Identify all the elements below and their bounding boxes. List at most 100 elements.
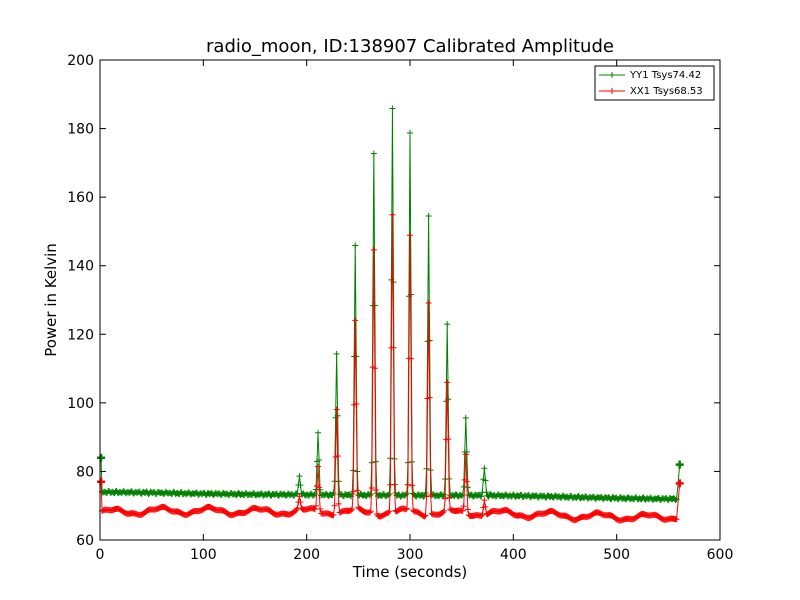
data-point — [316, 456, 323, 463]
data-point — [462, 414, 469, 421]
data-point — [310, 492, 317, 499]
data-point — [478, 493, 485, 500]
data-point — [368, 484, 375, 491]
data-point — [463, 448, 470, 455]
legend-label-yy1: YY1 Tsys74.42 — [629, 70, 701, 81]
data-point — [311, 506, 318, 513]
end-point-marker — [675, 460, 684, 469]
data-point — [330, 490, 337, 497]
data-point — [354, 487, 361, 494]
data-point — [673, 516, 680, 523]
data-point — [353, 401, 360, 408]
data-point — [389, 211, 396, 218]
data-point — [445, 396, 452, 403]
y-tick-label: 200 — [67, 53, 94, 69]
data-point — [352, 242, 359, 249]
data-point — [335, 500, 342, 507]
data-point — [297, 498, 304, 505]
y-tick-label: 60 — [76, 533, 94, 549]
data-point — [459, 507, 466, 514]
end-point-marker — [675, 479, 684, 488]
legend: YY1 Tsys74.42 XX1 Tsys68.53 — [594, 65, 715, 101]
y-axis-label: Power in Kelvin — [42, 243, 60, 357]
data-point — [350, 488, 357, 495]
data-point — [423, 493, 430, 500]
legend-marker — [609, 88, 615, 94]
data-point — [296, 473, 303, 480]
data-point — [440, 509, 447, 516]
data-point — [408, 355, 415, 362]
data-point — [425, 300, 432, 307]
x-tick-label: 600 — [707, 547, 734, 563]
plot-area: 0 100 200 300 400 500 600 60 80 100 120 140 160 180 20… — [67, 53, 733, 563]
data-point — [371, 365, 378, 372]
x-tick-label: 100 — [190, 547, 217, 563]
y-tick-label: 140 — [67, 259, 94, 275]
legend-marker — [609, 72, 615, 78]
data-point — [331, 502, 338, 509]
data-point — [481, 497, 488, 504]
data-point — [427, 491, 434, 498]
chart-title: radio_moon, ID:138907 Calibrated Amplitu… — [206, 36, 614, 57]
legend-label-xx1: XX1 Tsys68.53 — [630, 86, 703, 97]
data-point — [404, 481, 411, 488]
series-layer — [97, 105, 684, 524]
x-tick-label: 0 — [96, 547, 105, 563]
y-tick-label: 120 — [67, 327, 94, 343]
y-tick-label: 100 — [67, 396, 94, 412]
data-point — [426, 337, 433, 344]
data-point — [482, 477, 489, 484]
data-point — [444, 379, 451, 386]
data-point — [402, 506, 409, 513]
data-point — [479, 511, 486, 518]
data-point — [422, 512, 429, 519]
y-tick-label: 80 — [76, 464, 94, 480]
x-axis-label: Time (seconds) — [352, 563, 468, 581]
data-point — [334, 453, 341, 460]
data-point — [407, 130, 413, 137]
data-point — [333, 350, 340, 357]
data-point — [441, 491, 448, 498]
data-point — [386, 508, 393, 515]
x-tick-label: 300 — [397, 547, 424, 563]
data-point — [390, 344, 397, 351]
data-point — [421, 513, 428, 520]
data-point — [330, 512, 337, 519]
end-point-marker — [97, 477, 106, 486]
end-point-marker — [97, 453, 106, 462]
y-tick-label: 160 — [67, 190, 94, 206]
data-point — [372, 487, 379, 494]
data-point — [352, 317, 359, 324]
x-tick-label: 400 — [500, 547, 527, 563]
data-point — [316, 484, 323, 491]
series-yy1 — [97, 105, 684, 504]
y-tick-label: 180 — [67, 122, 94, 138]
series-xx1 — [97, 211, 684, 524]
data-point — [464, 484, 471, 491]
data-point — [672, 497, 679, 504]
data-point — [367, 508, 374, 515]
data-point — [370, 246, 377, 253]
data-point — [333, 406, 340, 413]
data-point — [407, 232, 413, 239]
data-point — [483, 489, 490, 496]
data-point — [462, 451, 469, 458]
data-point — [482, 503, 489, 510]
data-point — [425, 212, 432, 219]
data-point — [446, 494, 453, 501]
data-point — [464, 506, 471, 513]
data-point — [334, 412, 341, 419]
data-point — [426, 394, 433, 401]
data-point — [296, 493, 303, 500]
data-point — [478, 513, 485, 520]
data-point — [386, 490, 393, 497]
data-point — [442, 495, 449, 502]
data-point — [445, 436, 452, 443]
data-point — [297, 482, 304, 489]
data-point — [312, 502, 319, 509]
data-point — [460, 503, 467, 510]
data-point — [389, 105, 396, 112]
x-tick-label: 500 — [603, 547, 630, 563]
data-point — [348, 507, 355, 514]
